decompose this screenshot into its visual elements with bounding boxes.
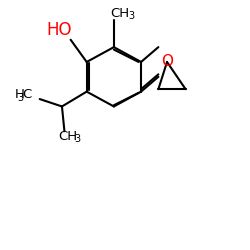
Text: HO: HO: [47, 21, 72, 39]
Text: CH: CH: [110, 7, 129, 20]
Text: C: C: [22, 88, 32, 101]
Text: H: H: [15, 88, 25, 101]
Text: 3: 3: [18, 93, 24, 103]
Text: CH: CH: [58, 130, 78, 142]
Text: 3: 3: [74, 134, 80, 144]
Text: O: O: [161, 54, 173, 70]
Text: 3: 3: [129, 11, 135, 21]
